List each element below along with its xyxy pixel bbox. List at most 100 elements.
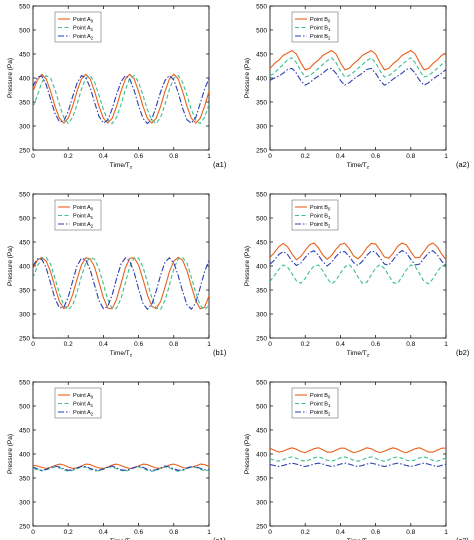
x-tick-label: 0.4	[336, 341, 345, 348]
legend-entry-subscript: 0	[91, 207, 94, 212]
legend-entry-subscript: 1	[91, 215, 94, 220]
x-tick-label: 0.8	[169, 341, 178, 348]
legend-entry-subscript: 0	[328, 395, 331, 400]
y-tick-label: 400	[19, 76, 30, 83]
x-tick-label: 0.6	[134, 341, 143, 348]
x-axis-label: Time/Tz	[347, 162, 370, 171]
y-tick-label: 250	[256, 336, 267, 343]
y-tick-label: 350	[19, 288, 30, 295]
legend-entry-name: Point B	[310, 17, 328, 23]
legend-entry-name: Point B	[310, 34, 328, 40]
legend-entry-subscript: 1	[328, 403, 331, 408]
legend-entry-subscript: 2	[328, 224, 331, 229]
x-tick-label: 0.4	[99, 341, 108, 348]
x-tick-label: 0.4	[336, 153, 345, 160]
x-tick-label: 0.2	[301, 341, 310, 348]
x-tick-label: 0	[268, 341, 272, 348]
legend-entry-name: Point A	[73, 402, 91, 408]
x-axis-label: Time/Tz	[347, 538, 370, 540]
legend-entry-name: Point A	[73, 17, 91, 23]
legend-entry-name: Point B	[310, 410, 328, 416]
legend-box	[291, 199, 339, 231]
legend-entry-subscript: 2	[328, 36, 331, 41]
legend-entry-subscript: 1	[91, 27, 94, 32]
y-tick-label: 250	[256, 148, 267, 155]
series-line-1	[270, 264, 446, 285]
x-tick-label: 0.6	[134, 529, 143, 536]
legend-entry: Point B0	[310, 393, 331, 399]
panel-label: (c1)	[213, 536, 226, 540]
chart-panel: 250 300 350 400 450 500 550 0 0.2 0.4 0.6 0.8 1 Time/…	[7, 192, 227, 359]
x-axis-label-subscript: z	[130, 166, 133, 171]
y-axis-label: Pressure (Pa)	[244, 246, 251, 286]
x-tick-label: 0	[31, 529, 35, 536]
y-tick-label: 550	[256, 380, 267, 387]
legend-entry-name: Point B	[310, 393, 328, 399]
y-tick-label: 500	[256, 404, 267, 411]
legend-entry-subscript: 2	[91, 224, 94, 229]
legend-entry-subscript: 2	[91, 412, 94, 417]
series-line-0	[270, 50, 446, 71]
panel-label: (a2)	[456, 160, 470, 169]
x-axis-label: Time/Tz	[110, 350, 133, 359]
y-tick-label: 450	[19, 240, 30, 247]
y-tick-label: 550	[256, 192, 267, 199]
legend-entry: Point B2	[310, 410, 331, 416]
x-tick-label: 0.8	[406, 341, 415, 348]
x-tick-label: 1	[207, 529, 211, 536]
x-tick-label: 0.8	[406, 153, 415, 160]
legend-entry-name: Point B	[310, 214, 328, 220]
y-axis-label: Pressure (Pa)	[244, 58, 251, 98]
series-line-2	[270, 250, 446, 267]
panel-label: (b2)	[456, 348, 470, 357]
legend-entry: Point A0	[73, 17, 94, 23]
legend-entry-subscript: 1	[328, 27, 331, 32]
x-axis-label-text: Time/T	[347, 350, 367, 357]
x-tick-label: 0.8	[169, 153, 178, 160]
series-line-0	[270, 447, 446, 454]
legend-entry: Point B1	[310, 26, 331, 32]
legend-entry: Point B2	[310, 34, 331, 40]
legend-entry: Point A2	[73, 34, 94, 40]
y-tick-label: 300	[256, 312, 267, 319]
x-axis-label: Time/Tz	[110, 162, 133, 171]
series-line-2	[33, 75, 209, 125]
legend-entry: Point B1	[310, 214, 331, 220]
x-axis-label-text: Time/T	[110, 538, 130, 540]
y-tick-label: 500	[19, 404, 30, 411]
y-tick-label: 300	[19, 500, 30, 507]
legend-entry-subscript: 0	[328, 19, 331, 24]
x-tick-label: 0.6	[371, 153, 380, 160]
y-tick-label: 250	[19, 148, 30, 155]
x-tick-label: 0.4	[99, 529, 108, 536]
x-axis-label-subscript: z	[367, 166, 370, 171]
series-line-1	[270, 57, 446, 78]
y-tick-label: 500	[19, 216, 30, 223]
legend-entry-name: Point A	[73, 205, 91, 211]
x-axis-label-subscript: z	[367, 354, 370, 359]
y-tick-label: 250	[19, 336, 30, 343]
panel-label: (b1)	[213, 348, 227, 357]
legend-entry: Point B1	[310, 402, 331, 408]
x-tick-label: 0	[31, 153, 35, 160]
y-tick-label: 350	[19, 476, 30, 483]
y-tick-label: 400	[19, 452, 30, 459]
series-line-1	[33, 75, 209, 125]
y-tick-label: 450	[19, 428, 30, 435]
y-tick-label: 250	[256, 524, 267, 531]
legend-entry-subscript: 0	[91, 395, 94, 400]
y-tick-label: 550	[19, 4, 30, 11]
y-tick-label: 450	[256, 52, 267, 59]
x-axis-label-text: Time/T	[347, 538, 367, 540]
series-line-1	[270, 456, 446, 462]
legend-entry-subscript: 2	[91, 36, 94, 41]
x-axis-label-text: Time/T	[110, 162, 130, 169]
legend-entry-name: Point A	[73, 26, 91, 32]
y-tick-label: 350	[256, 100, 267, 107]
y-tick-label: 300	[256, 500, 267, 507]
y-tick-label: 300	[19, 124, 30, 131]
series-line-2	[33, 465, 209, 471]
